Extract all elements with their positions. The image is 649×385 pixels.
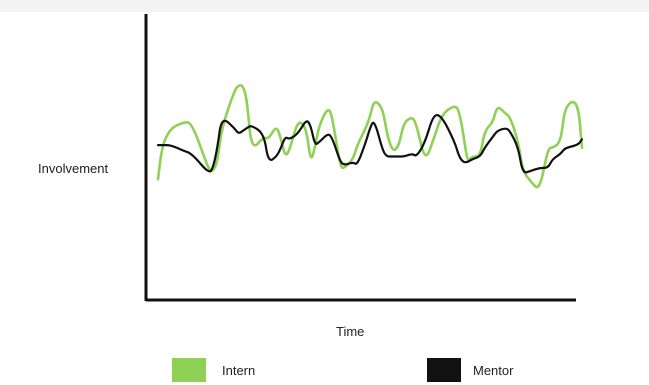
- legend-label-intern: Intern: [222, 363, 256, 378]
- series-layer: [156, 84, 584, 189]
- series-line-mentor: [156, 113, 584, 174]
- y-axis-label: Involvement: [38, 161, 109, 176]
- legend-swatch-intern: [172, 358, 206, 382]
- legend-label-mentor: Mentor: [473, 363, 514, 378]
- x-axis-label: Time: [336, 324, 365, 339]
- legend-swatch-mentor: [427, 358, 461, 382]
- series-line-intern: [156, 84, 584, 189]
- chart-canvas: [0, 12, 649, 385]
